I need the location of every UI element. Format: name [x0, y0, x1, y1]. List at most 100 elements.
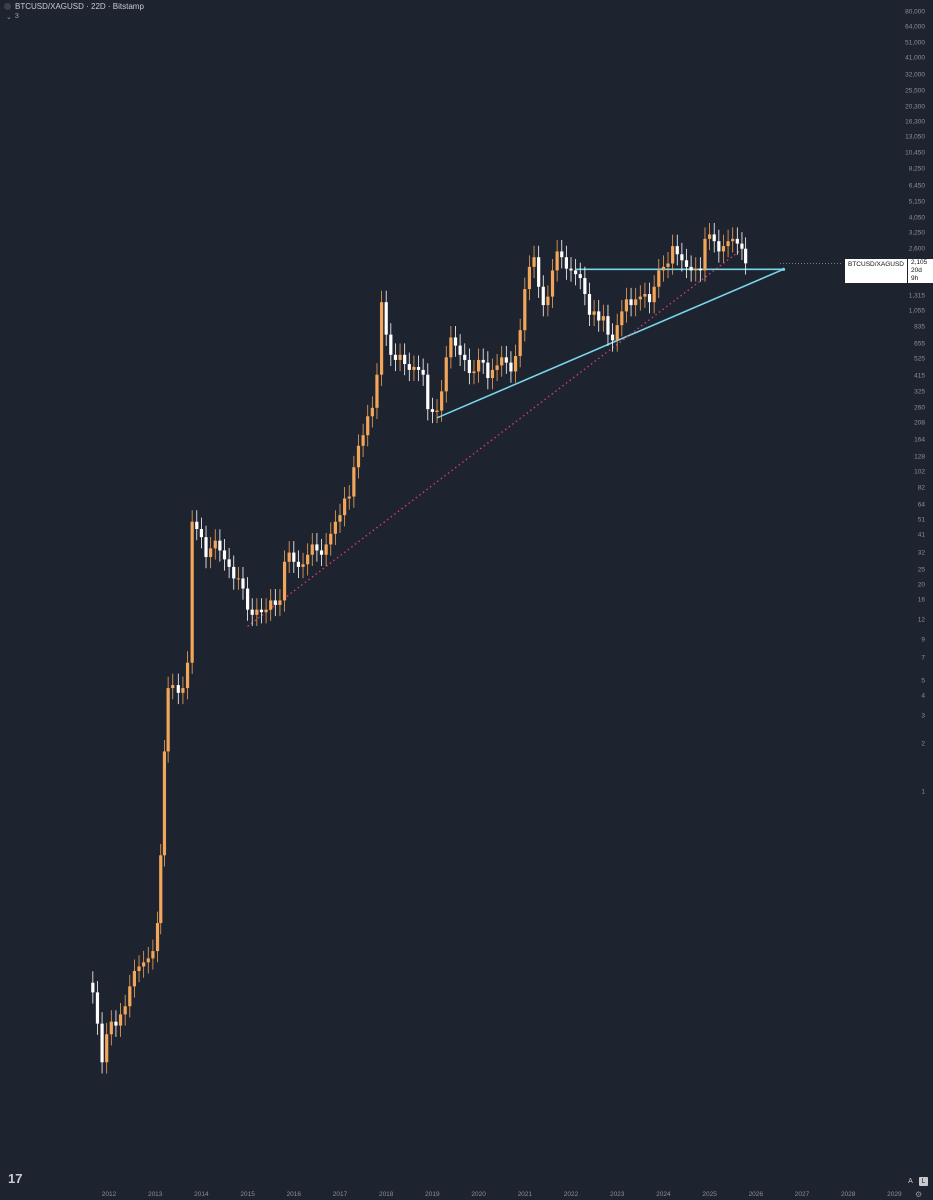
y-tick-label: 1,055 [908, 307, 925, 315]
y-tick-label: 5 [921, 677, 925, 685]
candle-body [426, 374, 430, 410]
price-tag: BTCUSD/XAGUSD 2,105 20d 9h [845, 259, 933, 283]
y-tick-label: 5,150 [908, 198, 925, 205]
y-tick-label: 10,450 [905, 149, 925, 157]
x-tick-label: 2013 [147, 1191, 163, 1198]
y-tick-label: 41 [917, 531, 925, 539]
candle-body [647, 294, 652, 303]
candle-body [541, 286, 545, 306]
candle-body [597, 311, 601, 321]
x-tick-label: 2019 [425, 1191, 440, 1198]
candles-layer [91, 222, 748, 1074]
candle-body [412, 366, 416, 370]
dotted-support-trendline[interactable] [247, 246, 745, 627]
candle-body [185, 662, 190, 689]
support-trendline[interactable] [436, 268, 784, 419]
indicators-toggle[interactable]: ⌄ 3 [6, 13, 19, 21]
candle-body [481, 359, 485, 363]
candle-body [726, 241, 730, 247]
candle-body [319, 550, 324, 555]
candle-body [513, 356, 518, 372]
candle-body [195, 521, 199, 530]
candle-body [366, 416, 370, 436]
candle-body [222, 550, 227, 560]
candle-body [564, 257, 568, 269]
gear-icon[interactable]: ⚙ [915, 1190, 923, 1199]
candle-body [329, 533, 333, 545]
candle-body [532, 257, 536, 267]
candle-body [463, 354, 467, 360]
candle-body [282, 561, 287, 601]
tradingview-logo-icon[interactable]: 17 [8, 1171, 23, 1186]
candle-body [128, 986, 132, 1007]
y-tick-label: 4 [921, 692, 925, 700]
candle-body [555, 251, 559, 271]
candle-body [721, 246, 726, 252]
candle-body [421, 369, 425, 375]
candle-body [416, 366, 421, 370]
candle-body [740, 243, 744, 249]
candle-body [347, 496, 351, 499]
candle-body [458, 345, 462, 355]
candle-body [486, 362, 490, 379]
candle-body [250, 609, 254, 615]
y-tick-label: 7 [921, 654, 925, 662]
y-tick-label: 325 [914, 388, 925, 396]
y-tick-label: 82 [917, 484, 925, 492]
chart-header: BTCUSD/XAGUSD · 22D · Bitstamp [4, 2, 144, 11]
candle-body [453, 337, 458, 346]
candle-body [352, 467, 356, 497]
candle-body [430, 409, 434, 412]
candle-body [301, 564, 305, 567]
y-tick-label: 1,315 [908, 292, 925, 300]
candle-body [735, 238, 739, 244]
candle-body [91, 982, 95, 993]
candle-body [689, 266, 693, 271]
candle-body [155, 923, 160, 952]
x-tick-label: 2027 [794, 1191, 810, 1198]
candle-body [162, 751, 167, 856]
candle-body [306, 554, 310, 565]
y-tick-label: 4,050 [908, 214, 925, 222]
candle-body [361, 435, 365, 446]
y-tick-label: 208 [914, 419, 925, 427]
candle-body [204, 537, 208, 558]
candle-body [190, 521, 194, 663]
candle-body [652, 286, 656, 303]
candle-body [375, 374, 379, 408]
y-tick-label: 415 [914, 372, 925, 379]
candle-body [629, 299, 633, 306]
x-tick-label: 2028 [840, 1191, 856, 1198]
y-tick-label: 3,250 [908, 229, 925, 237]
trendline-handle[interactable] [781, 267, 786, 271]
candle-body [393, 354, 398, 360]
candle-body [675, 246, 679, 255]
y-tick-label: 51 [917, 516, 925, 524]
candle-body [114, 1021, 118, 1026]
y-tick-label: 6,450 [908, 182, 925, 190]
x-tick-label: 2021 [517, 1191, 533, 1198]
y-tick-label: 20,300 [905, 103, 925, 111]
candle-body [287, 552, 291, 562]
candle-body [578, 274, 582, 279]
candle-body [444, 357, 448, 392]
candle-body [105, 1034, 109, 1063]
log-scale-button[interactable]: L [919, 1177, 928, 1186]
candle-body [717, 241, 721, 252]
auto-scale-button[interactable]: A [908, 1178, 913, 1185]
y-tick-label: 25 [917, 566, 925, 574]
candle-body [449, 337, 453, 358]
y-tick-label: 12 [917, 616, 925, 624]
candle-body [213, 540, 217, 549]
candle-body [583, 278, 587, 295]
candle-body [546, 296, 550, 306]
candle-body [615, 325, 619, 341]
x-tick-label: 2016 [286, 1191, 302, 1198]
x-tick-label: 2022 [563, 1191, 579, 1198]
y-tick-label: 20 [917, 581, 925, 589]
candle-body [278, 600, 282, 605]
candle-body [181, 688, 185, 693]
candle-body [569, 268, 573, 271]
drawings-layer [247, 246, 786, 627]
